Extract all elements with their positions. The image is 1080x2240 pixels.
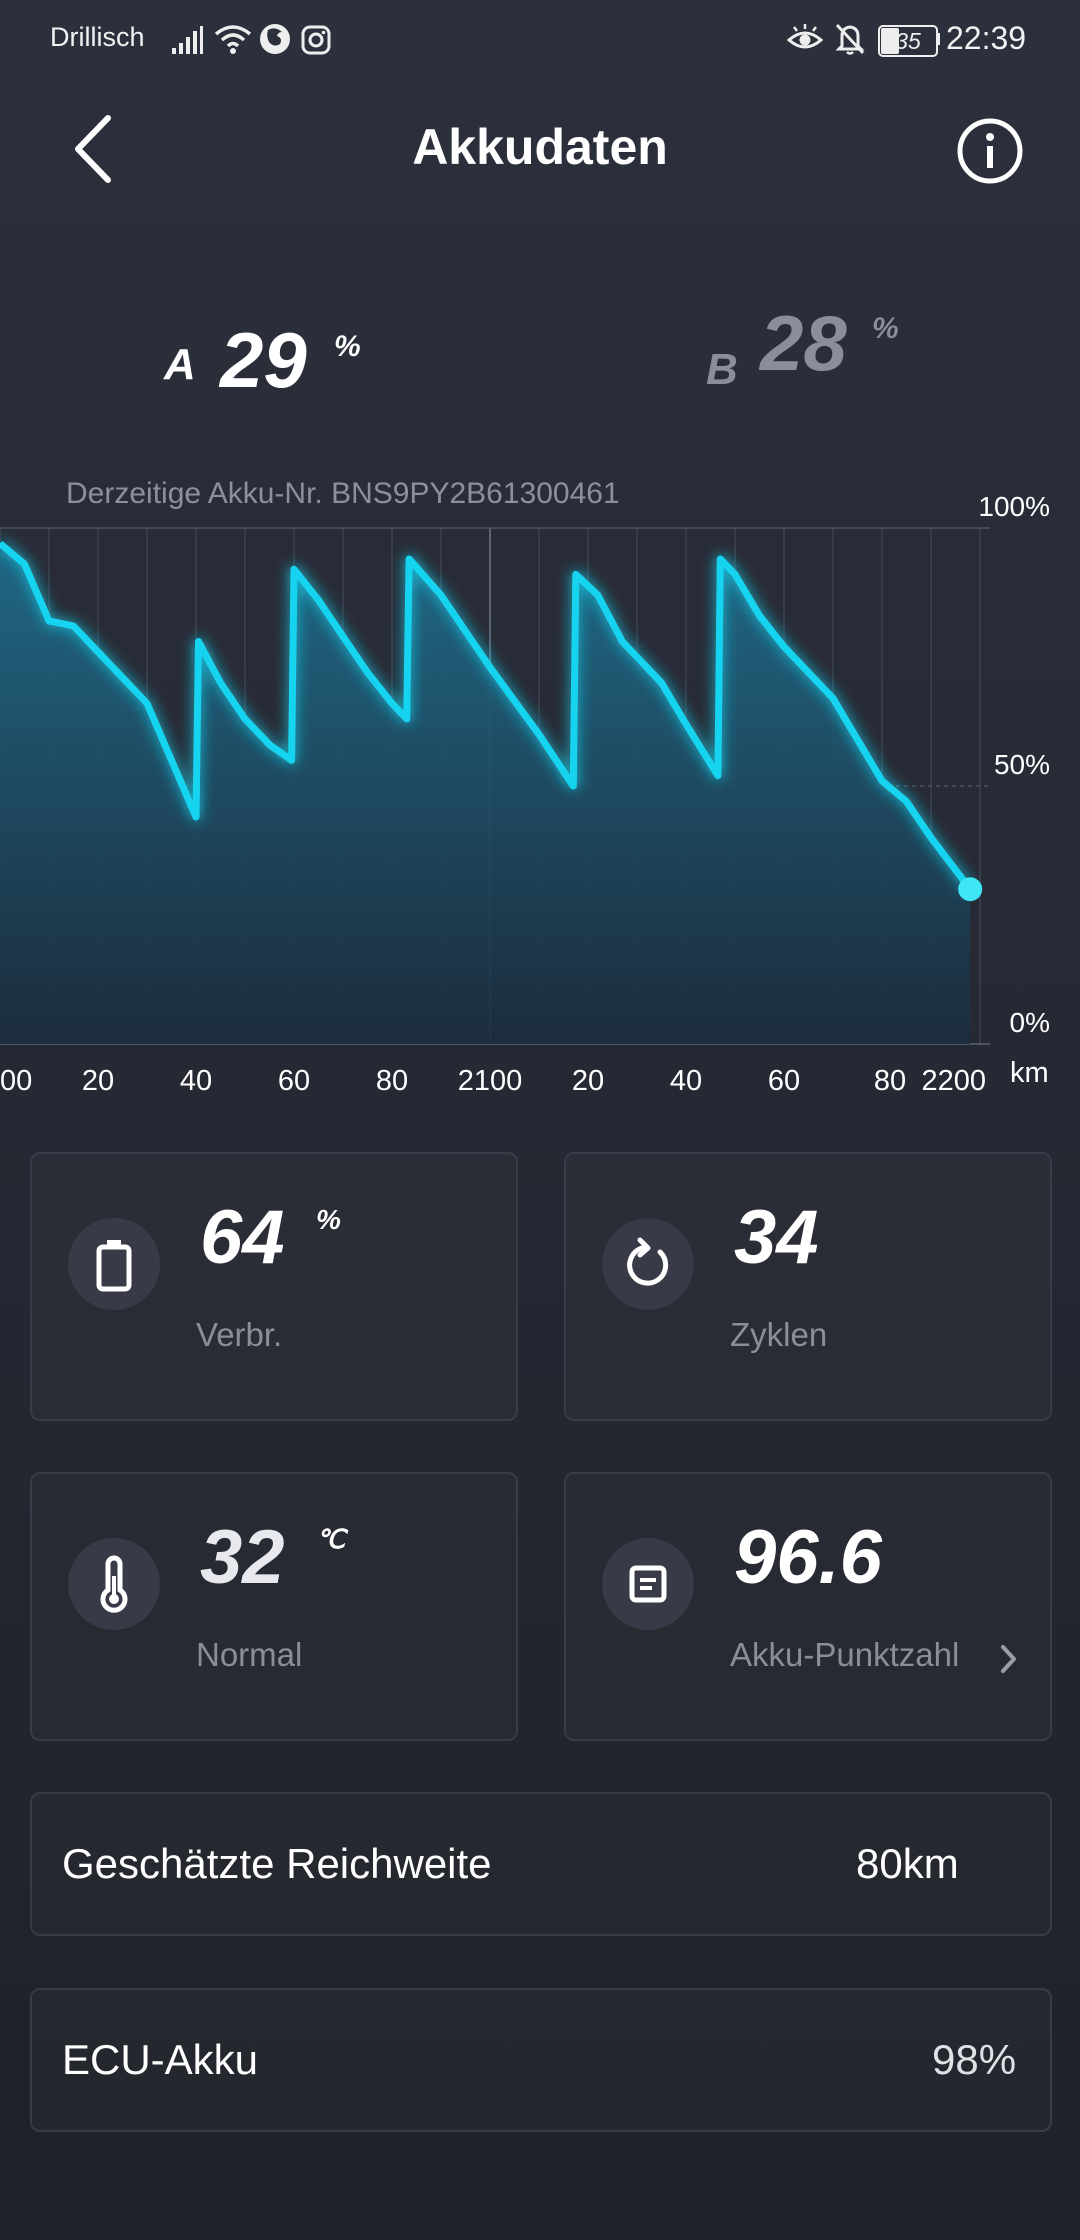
battery-tip [936, 33, 940, 45]
estimated-range-value: 80km [856, 1840, 959, 1887]
battery-a-value: 29 [220, 316, 307, 404]
chart-x-tick-label: 20 [572, 1065, 604, 1097]
chart-x-tick-label: 00 [0, 1065, 32, 1097]
cycles-value: 34 [734, 1195, 819, 1280]
chart-x-tick-label: 2100 [458, 1065, 523, 1097]
carrier-name: Drillisch [50, 22, 145, 52]
chart-x-tick-label: 40 [180, 1065, 212, 1097]
chart-y-tick-label: 50% [994, 749, 1050, 780]
battery-score-value: 96.6 [734, 1515, 882, 1600]
chevron-right-icon [1001, 1645, 1016, 1673]
chart-y-tick-label: 100% [978, 491, 1050, 522]
temperature-value: 32 [200, 1515, 285, 1600]
bell-off-icon [835, 23, 865, 55]
chart-y-tick-label: 0% [1010, 1007, 1050, 1038]
wifi-icon [214, 25, 252, 54]
refresh-icon [602, 1218, 694, 1310]
ecu-battery-label: ECU-Akku [62, 2036, 259, 2083]
document-icon [602, 1538, 694, 1630]
battery-score-card[interactable]: 96.6 Akku-Punktzahl [564, 1472, 1052, 1741]
temperature-label: Normal [196, 1636, 303, 1673]
temperature-card: 32 ℃ Normal [30, 1472, 518, 1741]
status-bar: Drillisch 35 22:39 [0, 0, 1080, 80]
chart-x-tick-label: 60 [768, 1065, 800, 1097]
battery-b-unit: % [872, 312, 899, 345]
battery-level: 35 [895, 28, 921, 54]
temperature-unit: ℃ [316, 1524, 346, 1554]
chart-x-tick-label: 40 [670, 1065, 702, 1097]
battery-a-letter: A [164, 340, 196, 389]
consumption-value: 64 [200, 1195, 285, 1280]
page-title: Akkudaten [412, 119, 668, 175]
instagram-icon [301, 25, 331, 55]
cycles-card: 34 Zyklen [564, 1152, 1052, 1421]
chart-current-point [958, 877, 983, 902]
chart-x-unit: km [1010, 1057, 1049, 1089]
battery-icon [68, 1218, 160, 1310]
battery-b-value: 28 [760, 299, 847, 387]
battery-a-unit: % [334, 330, 361, 363]
chart-x-tick-label: 2200 [921, 1065, 986, 1097]
battery-serial-caption: Derzeitige Akku-Nr. BNS9PY2B61300461 [66, 477, 620, 510]
info-icon[interactable] [955, 116, 1025, 186]
chart-x-tick-label: 80 [874, 1065, 906, 1097]
battery-score-label: Akku-Punktzahl [730, 1636, 960, 1673]
chart-x-tick-label: 80 [376, 1065, 408, 1097]
cycles-label: Zyklen [730, 1316, 828, 1353]
thermometer-icon [68, 1538, 160, 1630]
ecu-battery-value: 98% [932, 2036, 1017, 2083]
firefox-icon [260, 24, 290, 54]
chart-x-tick-label: 20 [82, 1065, 114, 1097]
signal-icon [172, 26, 203, 54]
ecu-battery-row: ECU-Akku 98% [30, 1988, 1052, 2132]
chart-series-line [0, 540, 973, 892]
battery-b-letter: B [706, 345, 738, 394]
estimated-range-row: Geschätzte Reichweite 80km [30, 1792, 1052, 1936]
estimated-range-label: Geschätzte Reichweite [62, 1840, 492, 1887]
consumption-label: Verbr. [196, 1316, 283, 1353]
clock: 22:39 [946, 20, 1027, 56]
chart-x-tick-label: 60 [278, 1065, 310, 1097]
battery-history-chart: 100% 50% 0% 00 20 40 60 80 2100 20 40 60 80 2200 km [0, 491, 1050, 1097]
battery-icon: 35 [878, 25, 938, 57]
consumption-card: 64 % Verbr. [30, 1152, 518, 1421]
eye-icon [786, 24, 824, 49]
back-arrow-icon[interactable] [70, 114, 116, 184]
consumption-unit: % [316, 1204, 341, 1235]
chart-area-fill [0, 543, 971, 1044]
